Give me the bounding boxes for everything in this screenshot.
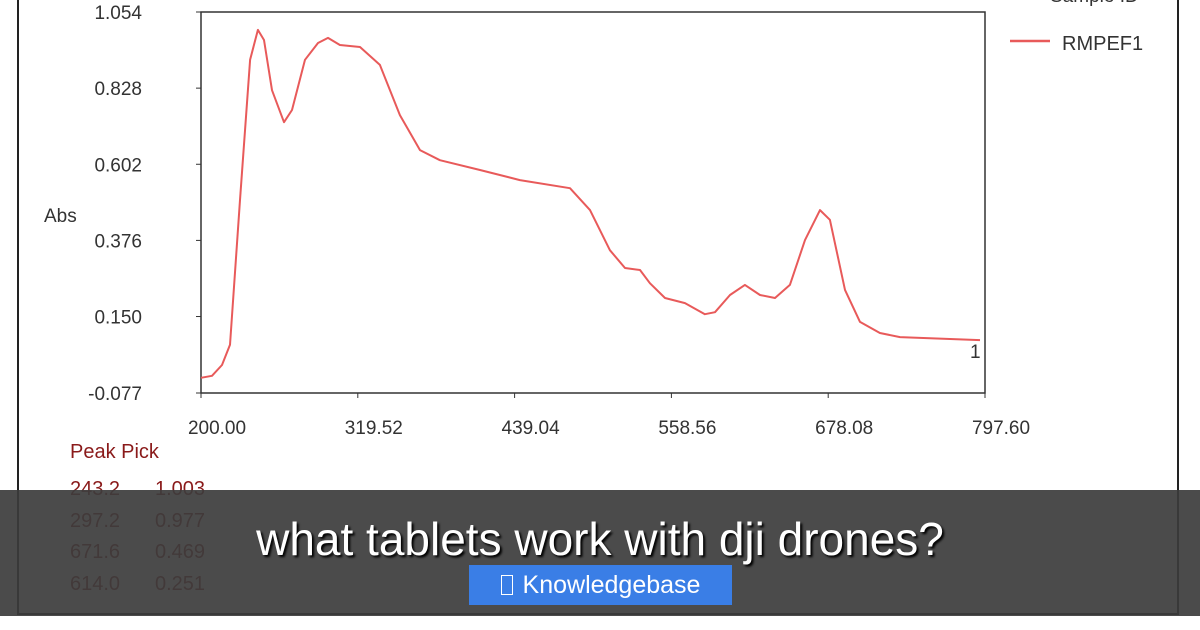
series-end-label: 1 [970,342,981,363]
y-tick-label: 0.602 [94,155,142,176]
missing-glyph-box-icon [500,575,513,595]
knowledgebase-label: Knowledgebase [522,570,701,599]
y-tick-label: 0.828 [94,79,142,100]
x-tick-label: 797.60 [972,418,1030,439]
y-tick-label: 0.376 [94,231,142,252]
plot-area [200,11,986,394]
x-tick-label: 319.52 [345,418,403,439]
legend-label: RMPEF1 [1062,33,1143,55]
knowledgebase-button[interactable]: Knowledgebase [469,565,732,605]
x-tick-label: 439.04 [502,418,561,439]
x-tick-label: 558.56 [658,418,716,439]
series-line-rmpef1 [200,28,981,379]
y-tick-label: 0.150 [94,308,142,329]
y-tick-label: 1.054 [94,3,142,24]
peak-pick-title: Peak Pick [70,441,159,463]
x-tick-label: 678.08 [815,418,873,439]
legend-title: Sample ID [1050,0,1139,7]
page-title: what tablets work with dji drones? [256,513,944,565]
x-tick-label: 200.00 [188,418,246,439]
y-axis-label: Abs [44,206,77,227]
y-tick-label: -0.077 [88,384,142,405]
